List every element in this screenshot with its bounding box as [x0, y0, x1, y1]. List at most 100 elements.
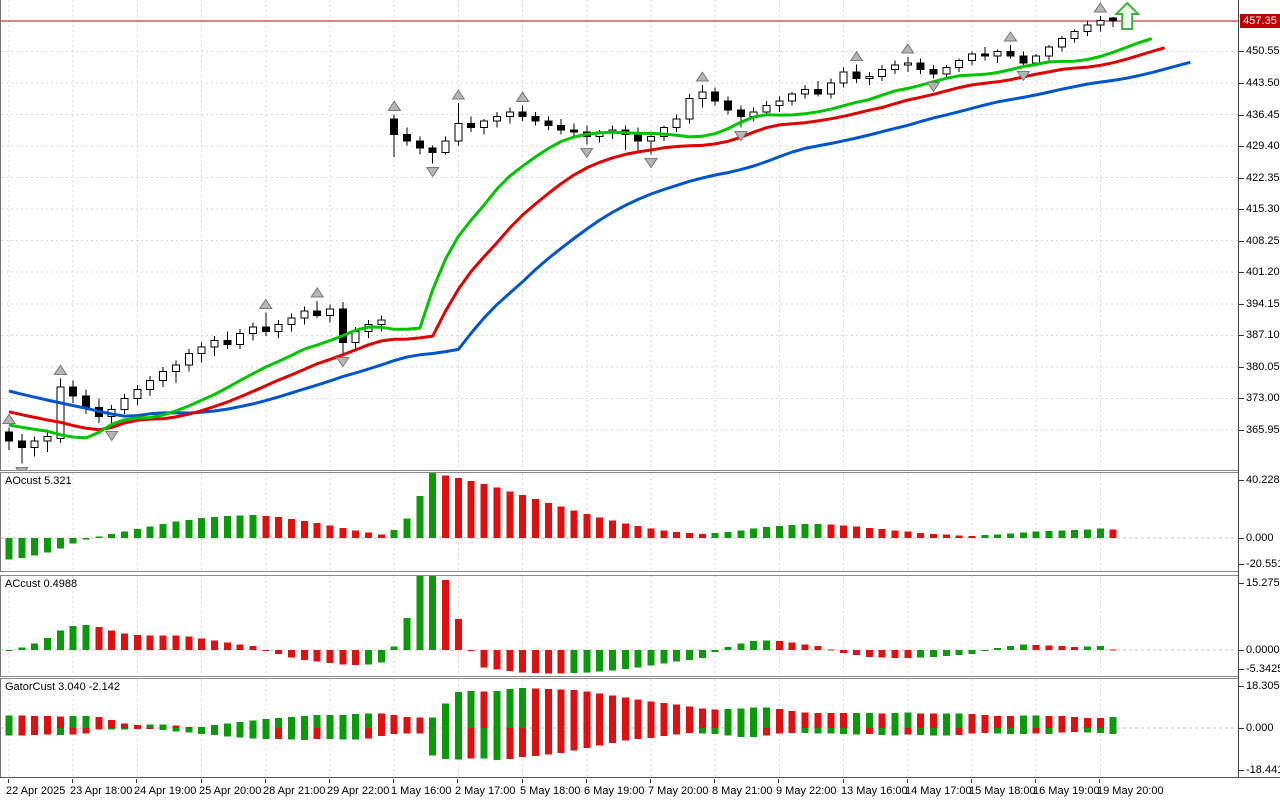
axis-tick [1239, 564, 1244, 565]
alligator-teeth-line [8, 46, 1166, 432]
axis-tick [1239, 583, 1244, 584]
time-tick-label: 19 May 20:00 [1097, 785, 1164, 797]
price-tick-label: 422.35 [1246, 172, 1280, 184]
time-axis-tick [650, 779, 651, 783]
ac-bars [5, 576, 1117, 674]
price-tick-label: 436.45 [1246, 109, 1280, 121]
price-tick-label: 365.95 [1246, 424, 1280, 436]
axis-tick [1239, 335, 1244, 336]
time-tick-label: 28 Apr 21:00 [263, 785, 326, 797]
down-fractal-icon [14, 466, 29, 470]
down-fractal-icon [104, 430, 119, 442]
price-tick-label: 450.55 [1246, 45, 1280, 57]
ac-scale-label: -5.3425 [1246, 663, 1280, 675]
up-fractal-icon [258, 298, 273, 310]
time-axis-tick [136, 779, 137, 783]
axis-tick [1239, 272, 1244, 273]
axis-tick [1239, 115, 1244, 116]
up-fractal-icon [53, 364, 68, 375]
up-fractal-icon [695, 71, 710, 82]
price-tick-label: 408.25 [1246, 235, 1280, 247]
time-axis-tick [265, 779, 266, 783]
time-tick-label: 5 May 18:00 [520, 785, 581, 797]
time-tick-label: 16 May 19:00 [1033, 785, 1100, 797]
price-tick-label: 429.40 [1246, 140, 1280, 152]
time-axis-tick [714, 779, 715, 783]
price-tick-label: 373.00 [1246, 392, 1280, 404]
up-fractal-icon [387, 100, 402, 111]
axis-tick [1239, 146, 1244, 147]
time-tick-label: 23 Apr 18:00 [70, 785, 133, 797]
axis-tick [1239, 728, 1244, 729]
axis-tick [1239, 430, 1244, 431]
down-fractal-icon [733, 131, 748, 142]
time-tick-label: 8 May 21:00 [712, 785, 773, 797]
axis-tick [1239, 241, 1244, 242]
fractal-arrows [2, 1, 1108, 470]
panel-separator[interactable] [0, 676, 1280, 679]
down-fractal-icon [335, 357, 350, 368]
axis-tick [1239, 480, 1244, 481]
time-axis[interactable]: 22 Apr 2025 23 Apr 18:00 24 Apr 19:00 25 Ap… [0, 777, 1280, 800]
alligator-jaw-line [8, 60, 1191, 418]
time-tick-label: 22 Apr 2025 [6, 785, 66, 797]
axis-tick [1239, 178, 1244, 179]
time-tick-label: 1 May 16:00 [391, 785, 452, 797]
axis-tick [1239, 669, 1244, 670]
candlestick-chart [1, 0, 1238, 470]
up-fractal-icon [900, 43, 915, 54]
axis-tick [1239, 686, 1244, 687]
down-fractal-icon [926, 82, 941, 93]
buy-signal-arrow-icon[interactable] [1113, 1, 1141, 30]
price-tick-label: 380.05 [1246, 361, 1280, 373]
up-fractal-icon [515, 91, 530, 102]
ao-bars [5, 473, 1117, 560]
price-tick-label: 394.15 [1246, 298, 1280, 310]
axis-tick [1239, 83, 1244, 84]
current-price-badge: 457.35 [1240, 14, 1280, 28]
panel-separator[interactable] [0, 470, 1280, 473]
price-chart-panel[interactable] [0, 0, 1238, 470]
axis-tick [1239, 650, 1244, 651]
axis-tick [1239, 770, 1244, 771]
gator-scale-label: -18.441 [1246, 764, 1280, 776]
up-fractal-icon [1093, 1, 1108, 13]
time-axis-tick [971, 779, 972, 783]
ac-scale-label: 0.0000 [1246, 644, 1280, 656]
candlesticks [5, 15, 1118, 464]
down-fractal-icon [425, 167, 440, 178]
ao-indicator-panel[interactable]: AOcust 5.321 [0, 473, 1238, 571]
time-axis-tick [329, 779, 330, 783]
down-fractal-icon [644, 158, 658, 169]
time-axis-tick [8, 779, 9, 783]
up-fractal-icon [2, 413, 16, 424]
gator-histogram [1, 679, 1238, 777]
price-axis[interactable]: 457.35 450.55 443.50 436.45 429.40 422.35 415… [1238, 0, 1280, 777]
down-fractal-icon [1016, 70, 1031, 82]
up-fractal-icon [451, 89, 466, 100]
time-axis-tick [72, 779, 73, 783]
price-tick-label: 387.10 [1246, 329, 1280, 341]
gator-indicator-label: GatorCust 3.040 -2.142 [5, 681, 120, 693]
time-axis-tick [1035, 779, 1036, 783]
gator-indicator-panel[interactable]: GatorCust 3.040 -2.142 [0, 679, 1238, 777]
time-axis-tick [1099, 779, 1100, 783]
gator-scale-label: 0.000 [1246, 722, 1274, 734]
time-axis-tick [907, 779, 908, 783]
time-tick-label: 14 May 17:00 [905, 785, 972, 797]
time-tick-label: 9 May 22:00 [776, 785, 837, 797]
ac-indicator-label: ACcust 0.4988 [5, 578, 78, 590]
ac-scale-label: 15.2759 [1246, 577, 1280, 589]
down-fractal-icon [579, 147, 594, 159]
ac-indicator-panel[interactable]: ACcust 0.4988 [0, 576, 1238, 676]
up-fractal-icon [310, 286, 325, 298]
time-tick-label: 6 May 19:00 [584, 785, 645, 797]
time-axis-tick [393, 779, 394, 783]
time-tick-label: 13 May 16:00 [841, 785, 908, 797]
ao-histogram [1, 473, 1238, 571]
panel-separator[interactable] [0, 571, 1280, 576]
ao-indicator-label: AOcust 5.321 [5, 475, 72, 487]
gator-bars [5, 688, 1117, 760]
alligator-lips-line [8, 37, 1153, 440]
time-tick-label: 2 May 17:00 [455, 785, 516, 797]
